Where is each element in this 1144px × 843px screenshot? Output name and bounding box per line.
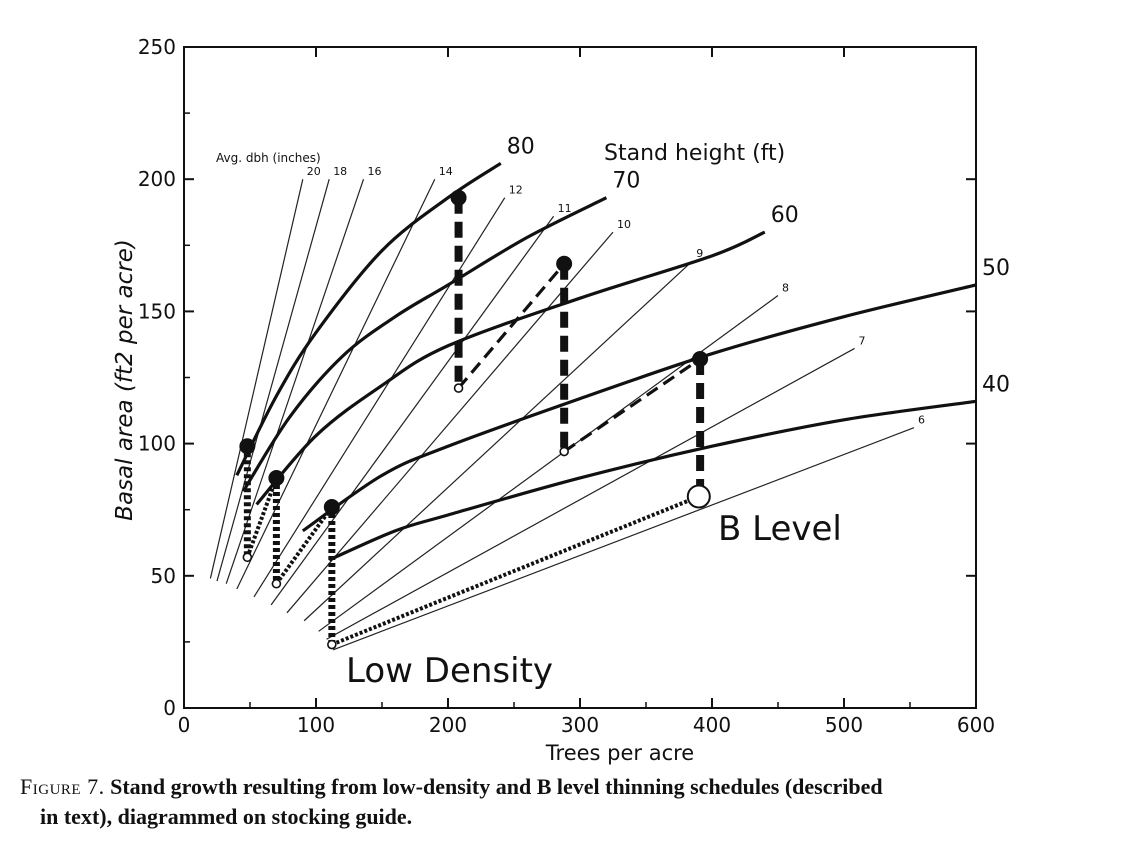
dbh-label-7: 7 [859,334,866,347]
low-density-growth-line [331,494,700,647]
x-tick-label: 300 [561,713,599,737]
low-density-label: Low Density [346,651,553,691]
x-tick-label: 0 [178,713,191,737]
low-density-thinned-point [327,639,337,650]
chart-text: Trees per acre Basal area (ft2 per acre)… [112,141,842,765]
height-title: Stand height (ft) [604,141,785,166]
height-curves: 80 70 60 50 40 [235,134,1010,562]
x-tick-label: 100 [297,713,335,737]
dbh-label-14: 14 [439,165,453,178]
y-tick-label: 150 [138,299,176,323]
height-label-80: 80 [507,134,535,159]
b-level-growth-line [457,262,566,390]
low-density-growth-line [245,477,279,558]
dbh-label-11: 11 [558,202,572,215]
dbh-label-20: 20 [307,165,321,178]
y-tick-label: 250 [138,35,176,59]
plot-frame [183,46,977,709]
low-density-growth-line [274,505,334,585]
height-curve-70 [242,196,608,493]
height-label-70: 70 [612,169,640,194]
dbh-line-18 [216,179,330,582]
low-density-peak-point [323,499,340,516]
low-density-peak-point [268,469,285,486]
dbh-label-18: 18 [333,165,347,178]
x-tick-label: 600 [957,713,995,737]
b-level-peak-point [556,255,573,272]
y-tick-label: 50 [151,564,176,588]
dbh-lines: 20 18 16 14 12 11 10 9 8 7 6 [209,165,925,651]
height-label-50: 50 [982,256,1010,281]
dbh-line-11 [270,215,555,606]
stocking-guide-chart: 0 100 200 300 400 500 600 0 50 100 150 200 250 20 18 1… [112,35,1010,765]
figure-caption: Figure 7. Stand growth resulting from lo… [20,772,1130,832]
dbh-title: Avg. dbh (inches) [216,151,321,165]
axes: 0 100 200 300 400 500 600 0 50 100 150 200 250 [138,35,995,737]
caption-label: Figure 7. [20,774,105,799]
y-tick-label: 100 [138,432,176,456]
dbh-line-16 [225,179,365,584]
dbh-line-14 [236,178,436,590]
height-curve-40 [328,399,977,562]
height-curve-50 [301,283,977,533]
thinning-series [239,189,711,650]
dbh-label-10: 10 [617,218,631,231]
x-axis-label: Trees per acre [545,741,694,765]
low-density-peak-point [239,438,256,455]
b-level-peak-point [692,350,709,367]
dbh-line-9 [303,260,693,622]
dbh-line-10 [286,231,614,614]
y-axis-label: Basal area (ft2 per acre) [112,239,138,521]
b-level-end-point [686,484,711,509]
dbh-line-8 [318,295,779,632]
height-curve-80 [235,161,502,477]
low-density-thinned-point [242,552,253,563]
dbh-line-6 [332,427,915,651]
dbh-label-8: 8 [782,282,789,295]
x-tick-label: 500 [825,713,863,737]
x-tick-label: 200 [429,713,467,737]
b-level-peak-point [450,189,467,206]
dbh-line-20 [209,179,304,579]
height-curve-60 [255,230,766,506]
b-level-growth-line [563,357,702,453]
dbh-label-16: 16 [368,165,382,178]
height-label-40: 40 [982,372,1010,397]
dbh-label-6: 6 [918,414,925,427]
y-tick-label: 0 [163,696,176,720]
x-tick-label: 400 [693,713,731,737]
dbh-line-7 [326,347,855,640]
b-level-thinned-point [559,446,569,457]
low-density-thinned-point [271,578,282,589]
caption-line1: Stand growth resulting from low-density … [110,774,883,799]
b-level-thinned-point [453,383,464,393]
y-tick-label: 200 [138,167,176,191]
caption-line2: in text), diagrammed on stocking guide. [40,804,413,829]
height-label-60: 60 [771,203,799,228]
b-level-label: B Level [718,509,842,549]
dbh-label-12: 12 [509,184,523,197]
dbh-label-9: 9 [696,247,703,260]
dbh-line-12 [253,197,506,598]
